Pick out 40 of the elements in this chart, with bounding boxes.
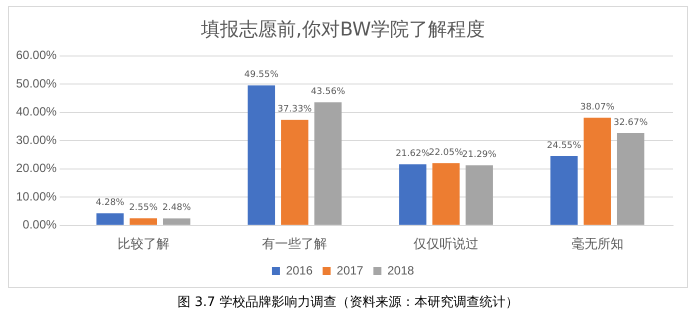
x-tick-label: 有一些了解 (262, 236, 328, 251)
x-tick-label: 毫无所知 (571, 236, 624, 251)
data-label: 21.29% (462, 150, 497, 160)
bar (616, 133, 644, 225)
bar (130, 218, 158, 225)
x-tick-label: 比较了解 (117, 236, 170, 251)
data-label: 24.55% (546, 140, 582, 151)
data-label: 2.55% (129, 203, 158, 214)
data-label: 43.56% (310, 87, 346, 98)
bar (466, 165, 493, 225)
legend-label: 2016 (286, 263, 313, 278)
y-tick-label: 40.00% (16, 104, 58, 119)
data-label: 49.55% (244, 70, 279, 80)
bar (432, 163, 460, 225)
y-tick-label: 50.00% (16, 76, 58, 90)
y-tick-label: 0.00% (22, 218, 58, 232)
data-label: 32.67% (613, 118, 648, 128)
chart-title: 填报志愿前,你对BW学院了解程度 (200, 18, 486, 40)
bar (248, 85, 276, 225)
data-label: 2.48% (162, 203, 192, 214)
bar (96, 213, 124, 225)
data-label: 4.28% (96, 198, 125, 208)
caption: 图 3.7 学校品牌影响力调查（资料来源：本研究调查统计） (176, 294, 520, 311)
y-tick-label: 20.00% (16, 161, 58, 176)
bar (399, 164, 426, 225)
data-label: 38.07% (580, 102, 615, 113)
x-tick-label: 仅仅听说过 (414, 236, 479, 251)
bar (314, 102, 342, 225)
legend-label: 2017 (336, 263, 364, 278)
data-label: 37.33% (278, 104, 312, 115)
bar (584, 118, 611, 225)
y-tick-label: 60.00% (16, 48, 58, 62)
y-tick-label: 30.00% (16, 132, 58, 147)
bar (163, 218, 190, 225)
data-label: 21.62% (396, 149, 430, 160)
bar (550, 156, 578, 225)
data-label: 22.05% (428, 148, 464, 158)
y-tick-label: 10.00% (16, 189, 58, 204)
bar (281, 120, 308, 225)
legend-label: 2018 (387, 263, 414, 278)
